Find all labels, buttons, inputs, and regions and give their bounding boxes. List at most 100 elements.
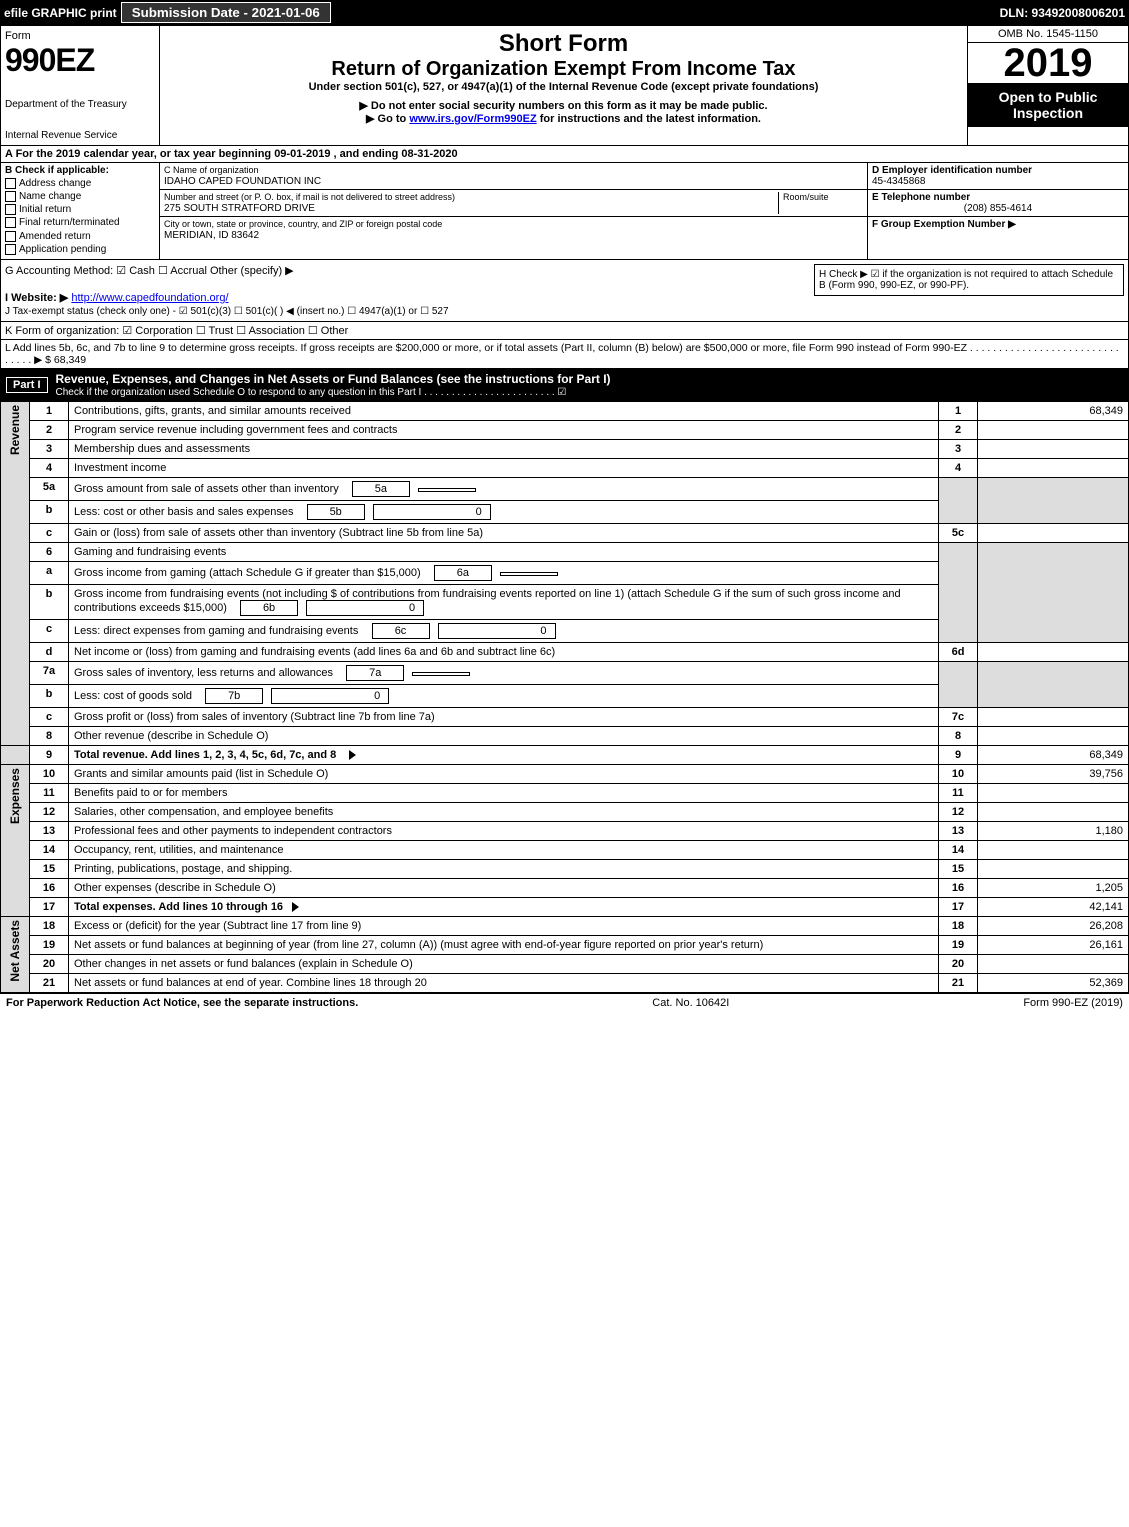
l17-desc: Total expenses. Add lines 10 through 16 <box>74 901 283 913</box>
l6a-n: a <box>30 561 69 584</box>
l12-a <box>978 802 1129 821</box>
box-def: D Employer identification number 45-4345… <box>867 163 1128 259</box>
l5c-n: c <box>30 523 69 542</box>
l16-rn: 16 <box>939 878 978 897</box>
l6-gray-amt <box>978 542 1129 642</box>
l18-n: 18 <box>30 916 69 935</box>
l16-a: 1,205 <box>978 878 1129 897</box>
l7c-n: c <box>30 707 69 726</box>
l9-a: 68,349 <box>978 745 1129 764</box>
l2-d: Program service revenue including govern… <box>69 420 939 439</box>
l18-rn: 18 <box>939 916 978 935</box>
chk-address-change[interactable] <box>5 178 16 189</box>
l13-rn: 13 <box>939 821 978 840</box>
do-not-enter: ▶ Do not enter social security numbers o… <box>164 99 963 112</box>
l4-a <box>978 458 1129 477</box>
form-number: 990EZ <box>5 42 155 79</box>
l5a-bv <box>418 488 476 492</box>
goto-link[interactable]: www.irs.gov/Form990EZ <box>409 113 536 125</box>
l12-rn: 12 <box>939 802 978 821</box>
dept-treasury: Department of the Treasury <box>5 99 155 110</box>
l19-d: Net assets or fund balances at beginning… <box>69 935 939 954</box>
l5a-desc: Gross amount from sale of assets other t… <box>74 483 339 495</box>
l6b-n: b <box>30 584 69 619</box>
room-suite-label: Room/suite <box>783 192 829 202</box>
opt-application-pending: Application pending <box>19 244 106 255</box>
l17-a: 42,141 <box>978 897 1129 916</box>
l18-d: Excess or (deficit) for the year (Subtra… <box>69 916 939 935</box>
l16-d: Other expenses (describe in Schedule O) <box>69 878 939 897</box>
box-b: B Check if applicable: Address change Na… <box>1 163 160 259</box>
c-addr-label: Number and street (or P. O. box, if mail… <box>164 192 455 202</box>
opt-amended-return: Amended return <box>19 231 91 242</box>
l1-d: Contributions, gifts, grants, and simila… <box>69 401 939 420</box>
l5c-rn: 5c <box>939 523 978 542</box>
box-b-title: B Check if applicable: <box>5 165 109 176</box>
l5a-d: Gross amount from sale of assets other t… <box>69 477 939 500</box>
l5b-box: 5b <box>307 504 365 520</box>
chk-initial-return[interactable] <box>5 204 16 215</box>
chk-final-return[interactable] <box>5 217 16 228</box>
l10-rn: 10 <box>939 764 978 783</box>
l12-n: 12 <box>30 802 69 821</box>
l6a-d: Gross income from gaming (attach Schedul… <box>69 561 939 584</box>
chk-amended-return[interactable] <box>5 231 16 242</box>
dln-label: DLN: 93492008006201 <box>1000 6 1125 20</box>
l7a-bv <box>412 672 470 676</box>
l2-rn: 2 <box>939 420 978 439</box>
c-name-label: C Name of organization <box>164 165 259 175</box>
l9-rn: 9 <box>939 745 978 764</box>
d-ein-label: D Employer identification number <box>872 165 1032 176</box>
footer-mid: Cat. No. 10642I <box>652 997 729 1009</box>
l6b-d: Gross income from fundraising events (no… <box>69 584 939 619</box>
under-section: Under section 501(c), 527, or 4947(a)(1)… <box>164 81 963 93</box>
submission-date-button[interactable]: Submission Date - 2021-01-06 <box>121 2 331 23</box>
l15-rn: 15 <box>939 859 978 878</box>
l6c-d: Less: direct expenses from gaming and fu… <box>69 619 939 642</box>
l15-d: Printing, publications, postage, and shi… <box>69 859 939 878</box>
row-j: J Tax-exempt status (check only one) - ☑… <box>5 306 1124 317</box>
l13-a: 1,180 <box>978 821 1129 840</box>
l18-a: 26,208 <box>978 916 1129 935</box>
l5a-box: 5a <box>352 481 410 497</box>
row-h: H Check ▶ ☑ if the organization is not r… <box>814 264 1124 296</box>
c-city-label: City or town, state or province, country… <box>164 219 442 229</box>
l4-d: Investment income <box>69 458 939 477</box>
opt-address-change: Address change <box>19 178 91 189</box>
l7a-n: 7a <box>30 661 69 684</box>
short-form-title: Short Form <box>164 30 963 58</box>
l16-n: 16 <box>30 878 69 897</box>
l6d-a <box>978 642 1129 661</box>
part-i-header: Part I Revenue, Expenses, and Changes in… <box>0 369 1129 401</box>
part-i-title: Revenue, Expenses, and Changes in Net As… <box>56 372 611 386</box>
opt-name-change: Name change <box>19 191 81 202</box>
e-phone: (208) 855-4614 <box>872 203 1124 214</box>
l7a-desc: Gross sales of inventory, less returns a… <box>74 667 333 679</box>
arrow-icon-17 <box>292 902 299 912</box>
lines-table: Revenue 1 Contributions, gifts, grants, … <box>0 401 1129 993</box>
l6b-desc: Gross income from fundraising events (no… <box>74 588 901 614</box>
l8-rn: 8 <box>939 726 978 745</box>
l4-rn: 4 <box>939 458 978 477</box>
l7b-d: Less: cost of goods sold 7b0 <box>69 684 939 707</box>
l19-n: 19 <box>30 935 69 954</box>
org-name: IDAHO CAPED FOUNDATION INC <box>164 176 321 187</box>
l6d-d: Net income or (loss) from gaming and fun… <box>69 642 939 661</box>
header-center: Short Form Return of Organization Exempt… <box>160 26 967 145</box>
website-link[interactable]: http://www.capedfoundation.org/ <box>71 292 228 304</box>
l7b-n: b <box>30 684 69 707</box>
f-group-label: F Group Exemption Number ▶ <box>872 219 1016 230</box>
chk-application-pending[interactable] <box>5 244 16 255</box>
l8-d: Other revenue (describe in Schedule O) <box>69 726 939 745</box>
org-city: MERIDIAN, ID 83642 <box>164 230 259 241</box>
l7b-bv: 0 <box>271 688 389 704</box>
l19-rn: 19 <box>939 935 978 954</box>
form-word: Form <box>5 30 155 42</box>
l20-rn: 20 <box>939 954 978 973</box>
l5b-n: b <box>30 500 69 523</box>
l3-rn: 3 <box>939 439 978 458</box>
chk-name-change[interactable] <box>5 191 16 202</box>
e-phone-label: E Telephone number <box>872 192 970 203</box>
l6a-desc: Gross income from gaming (attach Schedul… <box>74 567 421 579</box>
goto-line: ▶ Go to www.irs.gov/Form990EZ for instru… <box>164 112 963 125</box>
